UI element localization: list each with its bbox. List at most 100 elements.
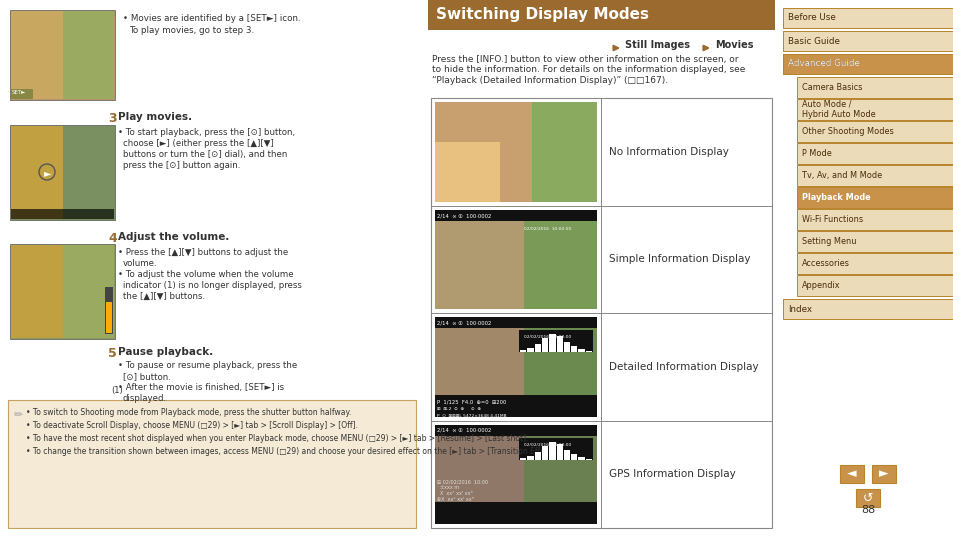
Text: ↺: ↺ xyxy=(862,491,872,504)
Text: GPS Information Display: GPS Information Display xyxy=(609,469,736,479)
Text: Tv, Av, and M Mode: Tv, Av, and M Mode xyxy=(801,171,882,180)
Bar xyxy=(519,350,526,352)
Text: Before Use: Before Use xyxy=(787,13,835,23)
Text: • To start playback, press the [⊙] button,: • To start playback, press the [⊙] butto… xyxy=(118,128,294,137)
Text: ⊞ 02/02/2016  10:00: ⊞ 02/02/2016 10:00 xyxy=(436,479,488,484)
Text: • Movies are identified by a [SET►] icon.: • Movies are identified by a [SET►] icon… xyxy=(123,14,300,23)
Text: ±xxx m: ±xxx m xyxy=(436,485,458,490)
Text: Detailed Information Display: Detailed Information Display xyxy=(609,362,759,372)
Bar xyxy=(11,245,63,338)
Bar xyxy=(435,209,597,309)
Text: • To adjust the volume when the volume: • To adjust the volume when the volume xyxy=(118,270,294,279)
Bar xyxy=(871,465,895,483)
Bar xyxy=(534,344,540,352)
Bar xyxy=(585,351,592,352)
Bar xyxy=(106,302,112,333)
Bar xyxy=(435,142,499,201)
Bar xyxy=(578,456,584,460)
Bar xyxy=(571,454,577,460)
Bar xyxy=(796,231,953,252)
Bar xyxy=(519,330,592,352)
Text: • To have the most recent shot displayed when you enter Playback mode, choose ME: • To have the most recent shot displayed… xyxy=(26,434,528,443)
Text: • To change the transition shown between images, access MENU (□29) and choose yo: • To change the transition shown between… xyxy=(26,447,558,456)
Bar xyxy=(431,98,771,528)
Text: 02/02/2016  10:00:00: 02/02/2016 10:00:00 xyxy=(524,335,571,339)
Text: 2/14  ∞ ①  100·0002: 2/14 ∞ ① 100·0002 xyxy=(436,213,491,218)
Bar xyxy=(11,11,63,99)
Bar xyxy=(782,8,953,28)
Text: Pause playback.: Pause playback. xyxy=(118,347,213,357)
Bar xyxy=(796,143,953,164)
Text: P Mode: P Mode xyxy=(801,149,831,158)
Text: 3: 3 xyxy=(108,112,116,125)
Text: Adjust the volume.: Adjust the volume. xyxy=(118,232,229,242)
Bar xyxy=(8,400,416,528)
Bar xyxy=(796,187,953,208)
Bar xyxy=(527,348,533,352)
Text: Movies: Movies xyxy=(714,40,753,50)
Bar xyxy=(435,209,597,221)
Bar xyxy=(428,0,774,30)
Text: volume.: volume. xyxy=(123,259,157,268)
Text: buttons or turn the [⊙] dial), and then: buttons or turn the [⊙] dial), and then xyxy=(123,150,287,159)
Bar xyxy=(796,253,953,274)
Text: Other Shooting Modes: Other Shooting Modes xyxy=(801,127,893,136)
Bar xyxy=(578,349,584,352)
Bar xyxy=(527,455,533,460)
Bar xyxy=(782,299,953,319)
Bar xyxy=(435,317,597,417)
Bar xyxy=(796,209,953,230)
Text: Play movies.: Play movies. xyxy=(118,112,192,122)
Text: choose [►] (either press the [▲][▼]: choose [►] (either press the [▲][▼] xyxy=(123,139,274,148)
Text: ⊕X  xx° xx' xx": ⊕X xx° xx' xx" xyxy=(436,497,474,502)
Text: • To pause or resume playback, press the: • To pause or resume playback, press the xyxy=(118,361,297,370)
Bar xyxy=(435,425,597,524)
Text: indicator (1) is no longer displayed, press: indicator (1) is no longer displayed, pr… xyxy=(123,281,301,290)
Bar xyxy=(563,449,570,460)
Bar xyxy=(10,244,115,339)
Bar xyxy=(105,287,112,334)
Bar xyxy=(556,444,562,460)
Text: 2/14  ∞ ①  100·0002: 2/14 ∞ ① 100·0002 xyxy=(436,321,491,325)
Bar xyxy=(519,438,592,460)
Text: To play movies, go to step 3.: To play movies, go to step 3. xyxy=(129,26,253,35)
Text: Press the [INFO.] button to view other information on the screen, or
to hide the: Press the [INFO.] button to view other i… xyxy=(432,55,744,85)
Text: the [▲][▼] buttons.: the [▲][▼] buttons. xyxy=(123,292,205,301)
Text: Playback Mode: Playback Mode xyxy=(801,193,870,202)
Bar xyxy=(435,395,597,417)
Text: Camera Basics: Camera Basics xyxy=(801,83,862,92)
Text: • To deactivate Scroll Display, choose MENU (□29) > [►] tab > [Scroll Display] >: • To deactivate Scroll Display, choose M… xyxy=(26,421,357,430)
Text: Still Images: Still Images xyxy=(624,40,689,50)
Text: 2/14  ∞ ①  100·0002: 2/14 ∞ ① 100·0002 xyxy=(436,428,491,433)
Bar xyxy=(549,441,555,460)
Bar xyxy=(556,336,562,352)
Bar xyxy=(10,125,115,220)
Text: 4: 4 xyxy=(108,232,116,245)
Bar xyxy=(796,99,953,120)
Bar xyxy=(519,458,526,460)
Text: Basic Guide: Basic Guide xyxy=(787,37,839,46)
Bar xyxy=(549,334,555,352)
Text: 88: 88 xyxy=(860,505,874,515)
Bar xyxy=(585,459,592,460)
Bar xyxy=(782,54,953,74)
Bar xyxy=(796,275,953,296)
Text: displayed.: displayed. xyxy=(123,394,167,403)
Bar xyxy=(840,465,863,483)
Bar xyxy=(796,165,953,186)
Text: [⊙] button.: [⊙] button. xyxy=(123,372,171,381)
Text: Switching Display Modes: Switching Display Modes xyxy=(436,7,648,22)
Bar xyxy=(524,317,597,417)
Text: P  1/125  F4.0  ⊕=0  ⊞200: P 1/125 F4.0 ⊕=0 ⊞200 xyxy=(436,400,506,404)
Text: ⊞  ⊞-2  ⊙  ⊕     ⊙  ⊕: ⊞ ⊞-2 ⊙ ⊕ ⊙ ⊕ xyxy=(436,408,480,411)
Bar xyxy=(11,89,33,99)
Text: ✏: ✏ xyxy=(14,410,24,420)
Text: (1): (1) xyxy=(111,386,123,395)
Text: • Press the [▲][▼] buttons to adjust the: • Press the [▲][▼] buttons to adjust the xyxy=(118,248,288,257)
Bar xyxy=(524,102,597,201)
Bar xyxy=(435,425,597,436)
Text: Auto Mode /
Hybrid Auto Mode: Auto Mode / Hybrid Auto Mode xyxy=(801,100,875,119)
Text: ►: ► xyxy=(44,168,51,178)
Bar xyxy=(782,54,953,74)
Text: Appendix: Appendix xyxy=(801,281,840,290)
